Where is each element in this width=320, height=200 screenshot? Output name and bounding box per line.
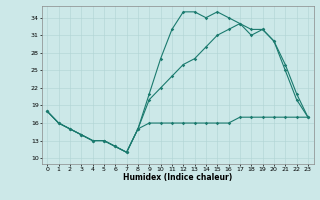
- X-axis label: Humidex (Indice chaleur): Humidex (Indice chaleur): [123, 173, 232, 182]
